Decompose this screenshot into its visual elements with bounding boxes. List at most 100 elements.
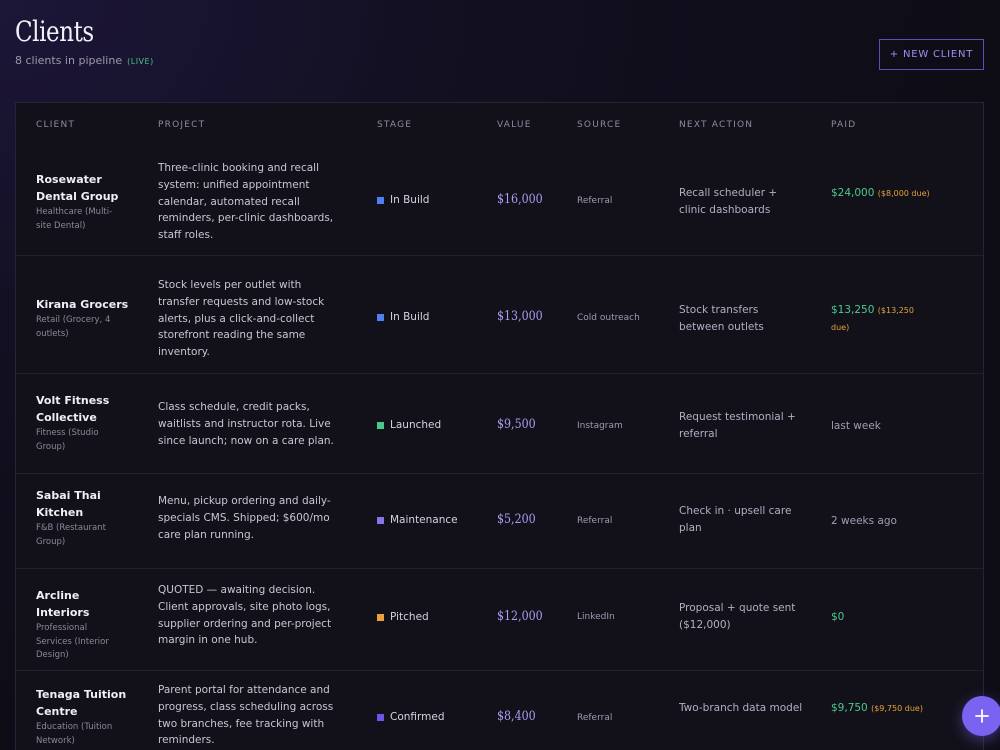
paid-status: $13,250 ($13,250 due) [831,302,931,336]
lead-source: Referral [577,516,613,526]
next-action: Request testimonial + referral [679,411,796,440]
next-action: Recall scheduler + clinic dashboards [679,187,778,216]
stage-badge: In Build [377,194,429,206]
project-value: $8,400 [497,709,536,724]
stage-badge: Launched [377,419,441,431]
column-header-next-action: NEXT ACTION [679,120,754,130]
client-name: Rosewater Dental Group [36,173,119,203]
client-cell: Kirana Grocers Retail (Grocery, 4 outlet… [36,296,136,341]
project-value: $16,000 [497,192,543,207]
stage-label: In Build [390,194,430,206]
client-sector: Retail (Grocery, 4 outlets) [36,315,111,339]
stage-label: Maintenance [390,514,458,526]
client-name: Volt Fitness Collective [36,394,110,424]
project-description: Three-clinic booking and recall system: … [158,162,334,242]
project-value: $9,500 [497,417,536,432]
client-cell: Tenaga Tuition Centre Education (Tuition… [36,686,136,748]
next-action: Proposal + quote sent ($12,000) [679,602,796,631]
stage-label: Pitched [390,611,429,623]
client-sector: Healthcare (Multi-site Dental) [36,207,113,231]
paid-status: $0 [831,609,931,626]
stage-dot [377,313,384,321]
client-cell: Sabai Thai Kitchen F&B (Restaurant Group… [36,487,136,549]
lead-source: Instagram [577,421,623,431]
add-client-fab[interactable] [962,696,1000,736]
client-name: Arcline Interiors [36,589,90,619]
client-name: Sabai Thai Kitchen [36,489,101,519]
table-row[interactable]: Sabai Thai Kitchen F&B (Restaurant Group… [16,474,983,568]
row-divider [16,473,983,474]
client-name: Kirana Grocers [36,298,129,311]
paid-amount: $0 [831,611,845,623]
stage-label: Confirmed [390,711,445,723]
project-value: $5,200 [497,512,536,527]
lead-source: Cold outreach [577,313,640,323]
live-badge: (LIVE) [127,57,154,66]
client-cell: Rosewater Dental Group Healthcare (Multi… [36,171,136,233]
table-row[interactable]: Volt Fitness Collective Fitness (Studio … [16,374,983,473]
paid-status: $9,750 ($9,750 due) [831,700,931,717]
lead-source: LinkedIn [577,612,615,622]
stage-dot [377,516,384,524]
column-header-value: VALUE [497,120,532,130]
stage-dot [377,421,384,429]
paid-status: 2 weeks ago [831,513,931,530]
row-divider [16,670,983,671]
paid-amount: $9,750 [831,702,868,714]
paid-amount: $24,000 [831,187,875,199]
project-description: Stock levels per outlet with transfer re… [158,279,325,359]
column-header-project: PROJECT [158,120,206,130]
pipeline-summary: 8 clients in pipeline (LIVE) [15,54,154,67]
project-description: Parent portal for attendance and progres… [158,684,334,747]
column-header-stage: STAGE [377,120,413,130]
paid-due: ($13,250 due) [831,306,914,332]
paid-due: ($8,000 due) [877,189,930,198]
stage-label: In Build [390,311,430,323]
paid-status: last week [831,418,931,435]
table-row[interactable]: Arcline Interiors Professional Services … [16,569,983,670]
column-header-client: CLIENT [36,120,76,130]
project-value: $13,000 [497,309,543,324]
next-action: Stock transfers between outlets [679,304,764,333]
paid-due: ($9,750 due) [871,704,923,713]
row-divider [16,373,983,374]
row-divider [16,568,983,569]
new-client-button[interactable]: + NEW CLIENT [879,39,984,70]
client-sector: Education (Tuition Network) [36,722,113,746]
project-description: QUOTED — awaiting decision. Client appro… [158,584,332,647]
stage-badge: In Build [377,311,429,323]
stage-dot [377,713,384,721]
table-row[interactable]: Kirana Grocers Retail (Grocery, 4 outlet… [16,256,983,373]
column-header-paid: PAID [831,120,857,130]
client-name: Tenaga Tuition Centre [36,688,127,718]
next-action: Check in · upsell care plan [679,505,792,534]
stage-badge: Confirmed [377,711,445,723]
paid-amount: 2 weeks ago [831,515,897,527]
page-header: Clients 8 clients in pipeline (LIVE) [15,14,154,67]
table-row[interactable]: Tenaga Tuition Centre Education (Tuition… [16,671,983,750]
pipeline-count: 8 clients in pipeline [15,54,123,67]
client-sector: Fitness (Studio Group) [36,428,99,452]
clients-table: CLIENT PROJECT STAGE VALUE SOURCE NEXT A… [15,102,984,750]
project-value: $12,000 [497,609,543,624]
client-cell: Volt Fitness Collective Fitness (Studio … [36,392,136,454]
next-action: Two-branch data model [679,702,803,714]
paid-amount: last week [831,420,881,432]
client-cell: Arcline Interiors Professional Services … [36,587,136,663]
stage-label: Launched [390,419,442,431]
lead-source: Referral [577,713,613,723]
client-sector: Professional Services (Interior Design) [36,623,109,660]
table-row[interactable]: Rosewater Dental Group Healthcare (Multi… [16,143,983,255]
client-sector: F&B (Restaurant Group) [36,523,106,547]
stage-dot [377,613,384,621]
page-title: Clients [15,15,94,48]
row-divider [16,255,983,256]
paid-status: $24,000 ($8,000 due) [831,185,931,202]
project-description: Class schedule, credit packs, waitlists … [158,401,334,447]
lead-source: Referral [577,196,613,206]
stage-badge: Maintenance [377,514,458,526]
plus-icon [975,709,989,723]
project-description: Menu, pickup ordering and daily-specials… [158,495,331,541]
stage-dot [377,196,384,204]
paid-amount: $13,250 [831,304,875,316]
